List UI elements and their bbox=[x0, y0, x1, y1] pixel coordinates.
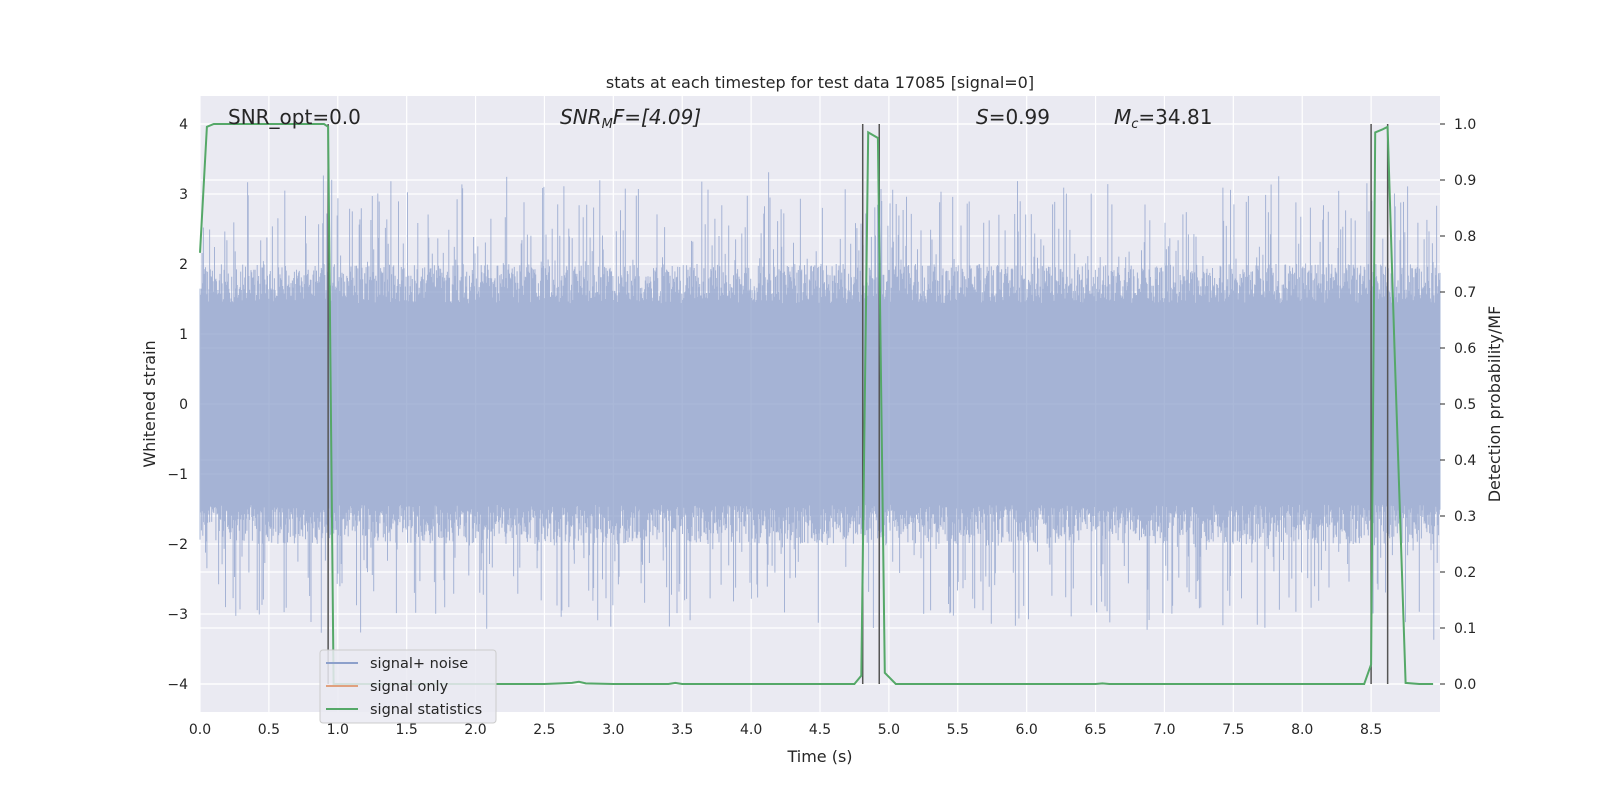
x-tick-label: 4.5 bbox=[809, 722, 831, 738]
y-tick-label-right: 0.1 bbox=[1454, 621, 1476, 637]
y-tick-label-right: 0.7 bbox=[1454, 285, 1476, 301]
x-tick-label: 2.5 bbox=[533, 722, 555, 738]
y-tick-label-right: 0.5 bbox=[1454, 397, 1476, 413]
y-tick-label-left: −3 bbox=[167, 607, 188, 623]
legend-label-signal-only: signal only bbox=[370, 679, 449, 695]
legend-box bbox=[319, 649, 497, 724]
y-tick-label-right: 0.2 bbox=[1454, 565, 1476, 581]
annotation-snr-mf-sub: M bbox=[602, 117, 613, 132]
x-tick-label: 8.5 bbox=[1360, 722, 1382, 738]
series-signal-noise-line bbox=[199, 172, 1441, 640]
chart-title: stats at each timestep for test data 170… bbox=[606, 73, 1034, 92]
x-tick-label: 5.5 bbox=[947, 722, 969, 738]
y-tick-label-right: 0.9 bbox=[1454, 173, 1476, 189]
annotation-s-prefix: S bbox=[976, 105, 989, 129]
y-tick-label-left: 4 bbox=[179, 117, 188, 133]
x-tick-label: 6.0 bbox=[1016, 722, 1038, 738]
x-tick-label: 6.5 bbox=[1084, 722, 1106, 738]
y-tick-label-right: 0.4 bbox=[1454, 453, 1476, 469]
series-signal-statistics-line bbox=[199, 123, 1434, 685]
x-tick-label: 7.0 bbox=[1153, 722, 1175, 738]
legend-label-signal-noise: signal+ noise bbox=[370, 656, 468, 672]
legend: signal+ noise signal only signal statist… bbox=[319, 649, 497, 724]
annotation-mc-suffix: =34.81 bbox=[1138, 105, 1212, 129]
y-tick-label-left: 1 bbox=[179, 327, 188, 343]
annotation-snr-opt: SNR_opt=0.0 bbox=[228, 105, 361, 129]
y-axis-label-left: Whitened strain bbox=[140, 340, 159, 467]
y-ticks-right: 1.0 0.9 0.8 0.7 0.6 0.5 0.4 0.3 0.2 0.1 0.0 bbox=[1440, 117, 1476, 693]
annotation-mc-prefix: M bbox=[1114, 105, 1131, 129]
annotation-snr-mf-prefix: SNR bbox=[560, 105, 602, 129]
legend-label-signal-statistics: signal statistics bbox=[370, 702, 482, 718]
annotation-snr-mf: SNRMF=[4.09] bbox=[560, 105, 701, 132]
y-axis-label-right: Detection probability/MF bbox=[1485, 306, 1504, 503]
y-tick-label-left: −1 bbox=[167, 467, 188, 483]
x-tick-label: 1.0 bbox=[327, 722, 349, 738]
y-tick-label-right: 0.0 bbox=[1454, 677, 1476, 693]
x-tick-label: 3.5 bbox=[671, 722, 693, 738]
x-tick-label: 1.5 bbox=[396, 722, 418, 738]
y-ticks-left: 4 3 2 1 0 −1 −2 −3 −4 bbox=[167, 117, 188, 693]
y-tick-label-left: −4 bbox=[167, 677, 188, 693]
annotation-s-suffix: =0.99 bbox=[989, 105, 1050, 129]
noise-series bbox=[199, 172, 1441, 640]
x-tick-label: 7.5 bbox=[1222, 722, 1244, 738]
y-tick-label-right: 0.6 bbox=[1454, 341, 1476, 357]
annotation-s: S=0.99 bbox=[976, 105, 1050, 129]
x-ticks: 0.0 0.5 1.0 1.5 2.0 2.5 3.0 3.5 4.0 4.5 5.0 5.5 6.0 6… bbox=[189, 722, 1382, 738]
annotation-mc-sub: c bbox=[1131, 117, 1138, 132]
y-tick-label-left: 3 bbox=[179, 187, 188, 203]
x-tick-label: 0.5 bbox=[258, 722, 280, 738]
x-tick-label: 3.0 bbox=[602, 722, 624, 738]
statistics-series bbox=[199, 123, 1434, 685]
x-tick-label: 4.0 bbox=[740, 722, 762, 738]
annotation-mc: Mc=34.81 bbox=[1114, 105, 1212, 132]
y-tick-label-left: 0 bbox=[179, 397, 188, 413]
x-tick-label: 8.0 bbox=[1291, 722, 1313, 738]
x-tick-label: 5.0 bbox=[878, 722, 900, 738]
y-tick-label-right: 0.3 bbox=[1454, 509, 1476, 525]
y-tick-label-left: −2 bbox=[167, 537, 188, 553]
x-tick-label: 2.0 bbox=[464, 722, 486, 738]
y-tick-label-right: 1.0 bbox=[1454, 117, 1476, 133]
annotation-snr-mf-suffix: F=[4.09] bbox=[613, 105, 701, 129]
x-tick-label: 0.0 bbox=[189, 722, 211, 738]
y-tick-label-left: 2 bbox=[179, 257, 188, 273]
y-tick-label-right: 0.8 bbox=[1454, 229, 1476, 245]
x-axis-label: Time (s) bbox=[786, 747, 852, 766]
